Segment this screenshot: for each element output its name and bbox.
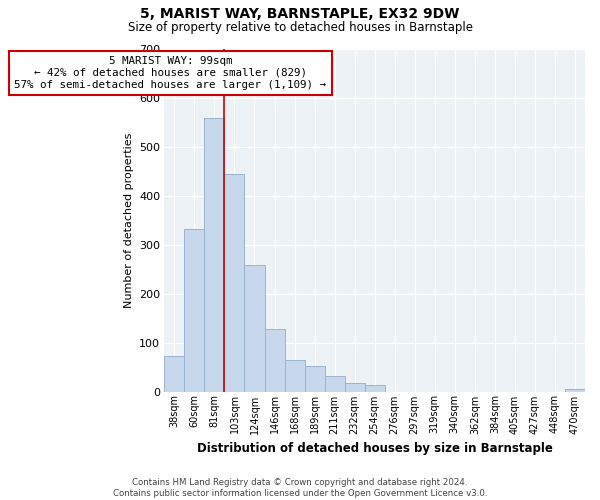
Bar: [344, 382, 365, 392]
Bar: [305, 366, 325, 392]
Bar: [565, 389, 585, 392]
Bar: [184, 228, 205, 392]
Bar: [325, 376, 344, 392]
Text: 5 MARIST WAY: 99sqm
← 42% of detached houses are smaller (829)
57% of semi-detac: 5 MARIST WAY: 99sqm ← 42% of detached ho…: [14, 56, 326, 90]
Text: Size of property relative to detached houses in Barnstaple: Size of property relative to detached ho…: [128, 21, 473, 34]
Text: Contains HM Land Registry data © Crown copyright and database right 2024.
Contai: Contains HM Land Registry data © Crown c…: [113, 478, 487, 498]
Bar: [284, 360, 305, 392]
Text: 5, MARIST WAY, BARNSTAPLE, EX32 9DW: 5, MARIST WAY, BARNSTAPLE, EX32 9DW: [140, 8, 460, 22]
Y-axis label: Number of detached properties: Number of detached properties: [124, 132, 134, 308]
Bar: [205, 118, 224, 392]
Bar: [265, 330, 284, 392]
Bar: [365, 385, 385, 392]
X-axis label: Distribution of detached houses by size in Barnstaple: Distribution of detached houses by size …: [197, 442, 553, 455]
Bar: [244, 266, 265, 392]
Bar: [224, 174, 244, 392]
Bar: [164, 356, 184, 392]
